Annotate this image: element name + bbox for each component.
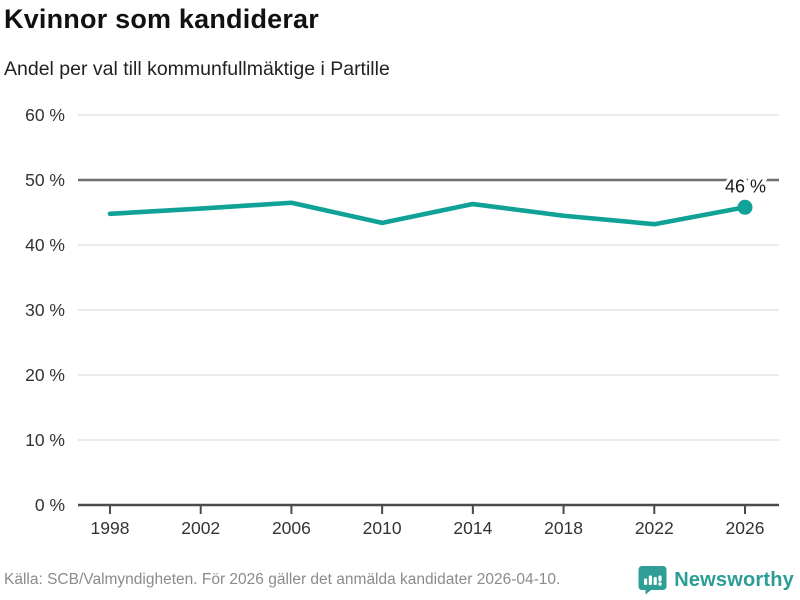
x-tick-label: 2002 [181, 518, 220, 538]
x-tick-label: 2022 [635, 518, 674, 538]
y-tick-label: 30 % [25, 300, 65, 320]
y-tick-label: 40 % [25, 235, 65, 255]
source-note: Källa: SCB/Valmyndigheten. För 2026 gäll… [4, 571, 561, 588]
y-tick-label: 0 % [35, 495, 65, 515]
data-line [107, 200, 748, 227]
x-tick-label: 2018 [544, 518, 583, 538]
x-tick-label: 2014 [453, 518, 492, 538]
chart-subtitle: Andel per val till kommunfullmäktige i P… [4, 58, 390, 80]
line-chart: 0 % 10 % 20 % 30 % 40 % 50 % 60 % 1998 2002 2006 2… [25, 105, 779, 538]
y-tick-label: 10 % [25, 430, 65, 450]
x-tick-label: 2026 [726, 518, 765, 538]
newsworthy-brand: Newsworthy [638, 565, 794, 595]
value-label-halo: 46 % [725, 176, 766, 196]
x-tick-label: 2006 [272, 518, 311, 538]
x-tick-label: 1998 [91, 518, 130, 538]
newsworthy-logo-icon [638, 566, 667, 595]
footer: Källa: SCB/Valmyndigheten. För 2026 gäll… [4, 564, 794, 596]
brand-name: Newsworthy [674, 568, 794, 591]
y-tick-label: 60 % [25, 105, 65, 125]
chart-title: Kvinnor som kandiderar [4, 4, 319, 34]
x-tick-label: 2010 [363, 518, 402, 538]
last-data-point [737, 199, 753, 215]
y-tick-label: 50 % [25, 170, 65, 190]
y-tick-label: 20 % [25, 365, 65, 385]
value-label: 46 % [725, 176, 766, 196]
